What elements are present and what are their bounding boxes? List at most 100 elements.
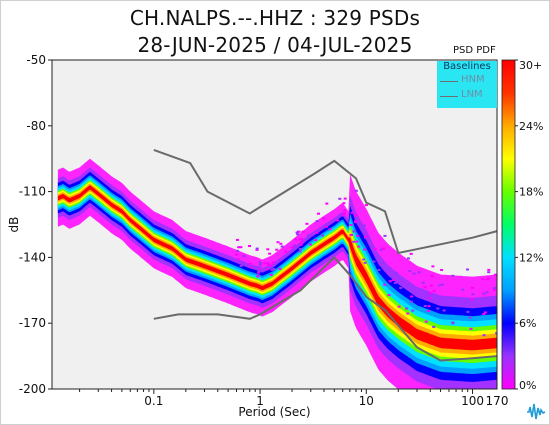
colorbar-title: PSD PDF xyxy=(453,45,496,56)
density-speckle xyxy=(482,292,486,295)
colorbar xyxy=(501,59,516,390)
density-speckle xyxy=(493,287,496,290)
density-speckle xyxy=(407,257,410,260)
density-speckle xyxy=(257,270,261,273)
density-speckle xyxy=(272,268,276,270)
density-speckle xyxy=(342,212,346,215)
density-speckle xyxy=(409,252,413,255)
density-speckle xyxy=(357,245,361,248)
density-speckle xyxy=(280,245,284,248)
density-speckle xyxy=(278,267,282,270)
density-speckle xyxy=(299,243,303,246)
density-speckle xyxy=(397,305,401,308)
density-speckle xyxy=(466,310,470,313)
density-speckle xyxy=(270,268,274,271)
density-speckle xyxy=(388,280,392,283)
density-speckle xyxy=(321,234,325,237)
psd-density xyxy=(57,158,497,389)
density-speckle xyxy=(432,325,436,328)
density-speckle xyxy=(259,262,263,265)
density-speckle xyxy=(393,281,397,284)
density-band-8 xyxy=(57,185,497,351)
density-speckle xyxy=(432,289,436,292)
density-speckle xyxy=(350,211,354,214)
density-speckle xyxy=(486,277,490,280)
density-speckle xyxy=(328,228,332,231)
density-speckle xyxy=(342,213,346,216)
density-speckle xyxy=(353,221,357,224)
density-speckle xyxy=(315,231,319,234)
colorbar-label: 24% xyxy=(519,120,543,133)
density-speckle xyxy=(236,249,239,252)
density-speckle xyxy=(258,263,262,266)
density-speckle xyxy=(383,283,387,286)
density-speckle xyxy=(411,309,415,312)
density-speckle xyxy=(363,261,367,264)
density-speckle xyxy=(491,302,495,305)
density-speckle xyxy=(268,252,272,255)
density-speckle xyxy=(451,274,455,277)
density-speckle xyxy=(429,284,433,287)
density-speckle xyxy=(362,258,366,261)
density-speckle xyxy=(492,288,496,291)
density-speckle xyxy=(482,313,486,315)
density-speckle xyxy=(428,297,432,300)
density-speckle xyxy=(438,284,442,287)
colorbar-label: 18% xyxy=(519,186,543,199)
density-speckle xyxy=(349,233,353,236)
density-speckle xyxy=(343,197,347,200)
density-speckle xyxy=(407,284,411,287)
density-speckle xyxy=(421,281,425,284)
density-speckle xyxy=(482,334,486,337)
y-axis-label: dB xyxy=(7,217,21,233)
density-speckle xyxy=(239,264,243,267)
density-speckle xyxy=(372,260,376,263)
density-speckle xyxy=(291,246,294,249)
density-speckle xyxy=(258,266,262,269)
density-speckle xyxy=(468,316,472,319)
x-tick-label: 170 xyxy=(486,394,509,408)
density-speckle xyxy=(324,225,328,228)
density-speckle xyxy=(363,248,367,251)
density-speckle xyxy=(410,295,414,298)
density-speckle xyxy=(242,255,246,258)
legend-title: Baselines xyxy=(443,61,491,72)
density-speckle xyxy=(495,332,497,335)
density-speckle xyxy=(349,224,353,226)
density-speckle xyxy=(364,237,368,240)
density-speckle xyxy=(471,298,474,301)
colorbar-label: 30+ xyxy=(519,59,542,72)
y-tick-label: -50 xyxy=(26,53,46,67)
density-speckle xyxy=(431,265,435,268)
density-speckle xyxy=(306,234,310,237)
density-speckle xyxy=(298,238,302,241)
density-speckle xyxy=(487,268,491,271)
density-speckle xyxy=(276,241,280,244)
y-tick-label: -140 xyxy=(19,250,46,264)
density-speckle xyxy=(241,261,245,264)
x-tick-label: 10 xyxy=(359,394,374,408)
colorbar-label: 12% xyxy=(519,251,543,264)
density-speckle xyxy=(430,275,434,278)
density-speckle xyxy=(235,253,238,256)
density-speckle xyxy=(392,279,396,281)
density-speckle xyxy=(322,217,326,220)
density-speckle xyxy=(300,238,304,241)
y-tick-label: -170 xyxy=(19,316,46,330)
density-speckle xyxy=(263,262,267,265)
density-speckle xyxy=(383,234,387,237)
density-speckle xyxy=(487,271,491,274)
density-speckle xyxy=(255,248,259,251)
density-speckle xyxy=(352,230,356,233)
density-speckle xyxy=(256,275,260,278)
density-speckle xyxy=(336,219,340,222)
density-speckle xyxy=(451,321,455,324)
legend-item-lnm: LNM xyxy=(461,89,483,100)
legend-swatch-hnm xyxy=(440,81,458,82)
density-speckle xyxy=(494,273,497,276)
density-speckle xyxy=(294,238,297,241)
density-speckle xyxy=(364,204,368,207)
density-speckle xyxy=(338,197,342,200)
density-speckle xyxy=(355,240,359,243)
